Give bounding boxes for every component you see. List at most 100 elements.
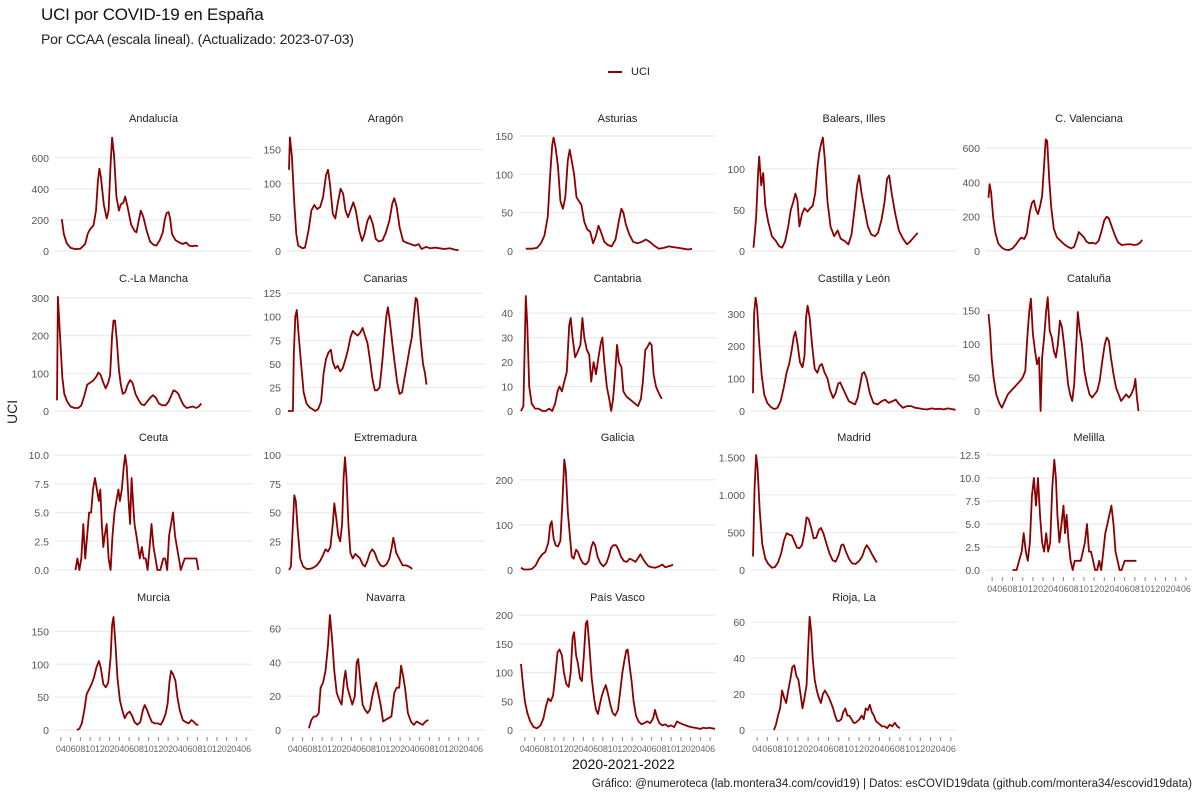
x-tick-label: 12	[915, 744, 925, 754]
y-tick-label: 200	[495, 610, 513, 622]
y-tick-label: 10.0	[29, 450, 50, 462]
panel-title: Navarra	[366, 592, 406, 604]
series-line-madrid	[752, 454, 878, 569]
x-tick-label: 02	[925, 744, 935, 754]
y-axis-title: UCI	[4, 399, 20, 424]
y-tick-label: 0	[275, 725, 281, 737]
x-tick-label: 06	[1181, 584, 1191, 594]
x-tick-label: 12	[95, 744, 105, 754]
y-tick-label: 2.5	[34, 536, 49, 548]
y-tick-label: 150	[495, 639, 513, 651]
panel-title: Castilla y León	[818, 273, 890, 285]
series-line-c-valenciana	[987, 138, 1143, 251]
y-tick-label: 20	[501, 357, 513, 369]
y-tick-label: 10	[501, 382, 513, 394]
x-tick-label: 10	[1140, 584, 1150, 594]
y-tick-label: 125	[263, 288, 281, 300]
x-tick-label: 08	[424, 744, 434, 754]
y-tick-label: 600	[962, 143, 980, 155]
series-line-castilla-y-le-n	[752, 296, 956, 411]
y-tick-label: 0	[739, 565, 745, 577]
series-line-andaluc-a	[60, 136, 199, 250]
panel-title: Melilla	[1073, 432, 1105, 444]
y-tick-label: 50	[733, 205, 745, 217]
x-tick-label: 08	[366, 744, 376, 754]
x-tick-label: 02	[803, 744, 813, 754]
x-tick-label: 12	[793, 744, 803, 754]
series-line-arag-n	[288, 136, 459, 252]
y-tick-label: 0.0	[34, 565, 49, 577]
y-tick-label: 1.000	[719, 490, 745, 502]
y-tick-label: 0	[43, 725, 49, 737]
y-tick-label: 40	[733, 653, 745, 665]
y-tick-label: 200	[727, 341, 745, 353]
y-tick-label: 0	[275, 565, 281, 577]
x-tick-label: 02	[163, 744, 173, 754]
y-tick-label: 40	[269, 657, 281, 669]
series-line-extremadura	[288, 456, 413, 571]
x-tick-label: 04	[695, 744, 705, 754]
x-tick-label: 06	[241, 744, 251, 754]
x-tick-label: 10	[85, 744, 95, 754]
x-tick-label: 06	[415, 744, 425, 754]
x-tick-label: 06	[885, 744, 895, 754]
chart-subtitle: Por CCAA (escala lineal). (Actualizado: …	[41, 31, 354, 47]
series-line-cantabria	[520, 295, 663, 412]
y-tick-label: 100	[263, 450, 281, 462]
x-tick-label: 10	[202, 744, 212, 754]
y-tick-label: 150	[31, 626, 49, 638]
panel-title: País Vasco	[590, 592, 645, 604]
x-tick-label: 04	[813, 744, 823, 754]
x-tick-label: 04	[56, 744, 66, 754]
panel-title: Madrid	[837, 432, 871, 444]
y-tick-label: 0	[507, 406, 513, 418]
y-tick-label: 100	[31, 659, 49, 671]
y-tick-label: 30	[501, 333, 513, 345]
series-line-c-la-mancha	[56, 295, 202, 409]
x-tick-label: 10	[1079, 584, 1089, 594]
x-tick-label: 12	[676, 744, 686, 754]
chart-title: UCI por COVID-19 en España	[41, 5, 264, 24]
panel-title: Extremadura	[354, 432, 418, 444]
x-tick-label: 06	[1058, 584, 1068, 594]
y-tick-label: 0	[739, 725, 745, 737]
y-tick-label: 0	[507, 725, 513, 737]
x-tick-label: 04	[637, 744, 647, 754]
series-line-galicia	[520, 458, 674, 571]
panel-title: Galicia	[601, 432, 636, 444]
panel-title: Balears, Illes	[823, 113, 886, 125]
x-tick-label: 04	[288, 744, 298, 754]
x-tick-label: 04	[578, 744, 588, 754]
x-tick-label: 12	[1089, 584, 1099, 594]
y-tick-label: 50	[269, 359, 281, 371]
x-tick-label: 04	[1171, 584, 1181, 594]
x-tick-label: 12	[1028, 584, 1038, 594]
x-tick-label: 12	[1150, 584, 1160, 594]
y-tick-label: 100	[263, 178, 281, 190]
series-line-melilla	[1012, 458, 1137, 571]
x-tick-label: 06	[1120, 584, 1130, 594]
x-tick-label: 06	[530, 744, 540, 754]
y-tick-label: 400	[962, 177, 980, 189]
x-tick-label: 06	[66, 744, 76, 754]
y-tick-label: 100	[495, 520, 513, 532]
y-tick-label: 0.0	[965, 565, 980, 577]
series-line-ceuta	[74, 454, 200, 571]
y-tick-label: 0	[507, 565, 513, 577]
x-tick-label: 04	[346, 744, 356, 754]
y-tick-label: 0	[275, 246, 281, 258]
x-tick-label: 12	[617, 744, 627, 754]
x-tick-label: 12	[153, 744, 163, 754]
y-tick-label: 0	[974, 246, 980, 258]
y-tick-label: 0	[275, 406, 281, 418]
x-tick-label: 10	[905, 744, 915, 754]
x-tick-label: 02	[454, 744, 464, 754]
x-tick-label: 10	[608, 744, 618, 754]
x-tick-label: 04	[114, 744, 124, 754]
x-tick-label: 12	[444, 744, 454, 754]
legend: UCI	[608, 66, 650, 78]
x-tick-label: 10	[783, 744, 793, 754]
x-tick-label: 04	[1109, 584, 1119, 594]
x-tick-label: 12	[385, 744, 395, 754]
x-tick-label: 06	[997, 584, 1007, 594]
